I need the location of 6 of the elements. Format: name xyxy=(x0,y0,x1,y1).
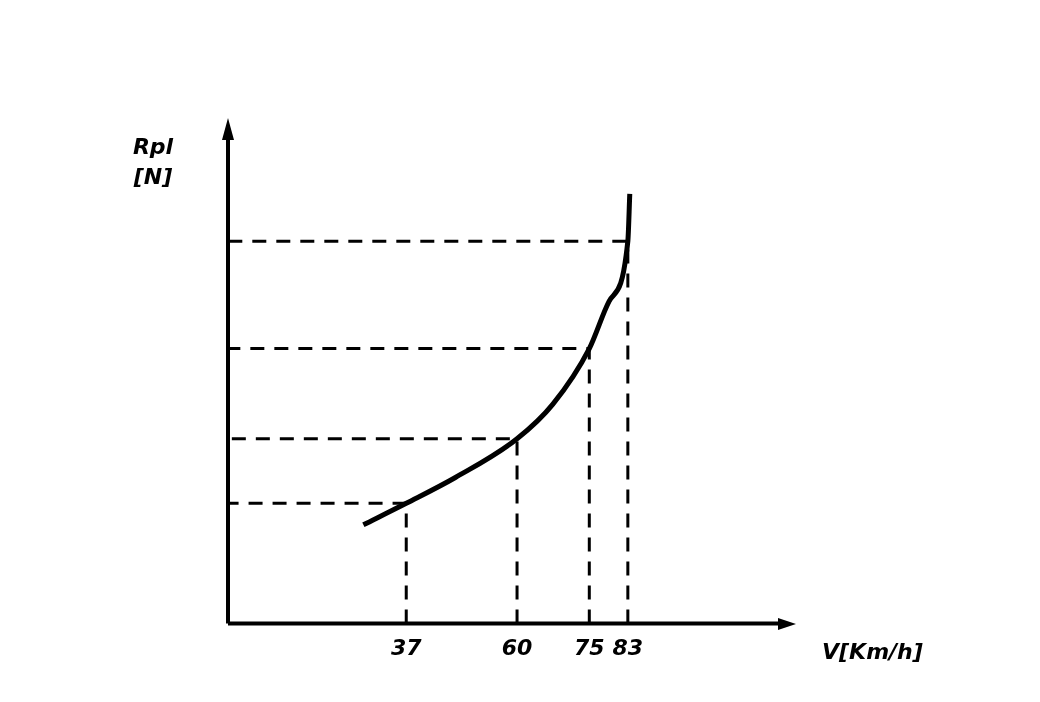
x-axis-title: V[Km/h] xyxy=(822,639,923,665)
y-axis-title: Rpl [N] xyxy=(132,133,174,189)
x-tick-label: 60 xyxy=(501,634,533,660)
x-tick-label: 75 xyxy=(573,634,605,660)
x-tick-label: 83 xyxy=(612,634,644,660)
x-tick-label: 37 xyxy=(390,634,423,660)
